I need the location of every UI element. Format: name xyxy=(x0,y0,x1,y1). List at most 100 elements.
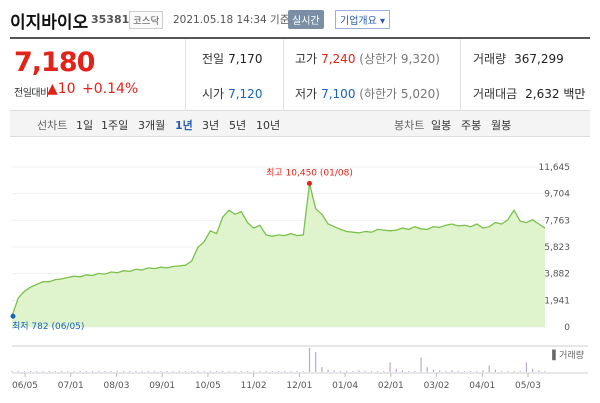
volume-bar xyxy=(432,369,435,372)
volume-bar xyxy=(426,367,428,372)
stock-header: 이지바이오 353810 코스닥 2021.05.18 14:34 기준(장중)… xyxy=(0,0,600,36)
line-chart-label[interactable]: 선차트 xyxy=(37,119,68,132)
tab-10y[interactable]: 10년 xyxy=(256,119,281,132)
volume-bar xyxy=(277,371,280,372)
volume-bar xyxy=(172,371,174,372)
volume-bar xyxy=(315,352,317,372)
max-marker xyxy=(306,180,312,186)
price-chart[interactable]: 11,645 9,704 7,763 5,823 3,882 1,941 0 최고 10,4… xyxy=(10,137,590,403)
tab-daily[interactable]: 일봉 xyxy=(431,119,452,132)
y-tick-label: 3,882 xyxy=(544,270,570,280)
quote-time: 2021.05.18 14:34 기준(장중) xyxy=(173,14,317,26)
y-tick-label: 9,704 xyxy=(544,190,570,200)
open-price: 시가 7,120 xyxy=(202,87,263,101)
divider xyxy=(460,39,461,111)
volume-bar xyxy=(178,371,180,372)
volume-bar xyxy=(370,371,373,372)
tab-3y[interactable]: 3년 xyxy=(202,119,220,132)
price-line xyxy=(11,183,546,317)
volume-bar xyxy=(191,371,193,372)
x-tick-label: 11/02 xyxy=(241,381,267,391)
volume-bar xyxy=(122,371,125,372)
tab-5y[interactable]: 5년 xyxy=(229,119,247,132)
volume-bar xyxy=(408,371,410,372)
price-area xyxy=(12,183,545,327)
volume-bar xyxy=(17,371,19,372)
volume-bar xyxy=(271,371,273,372)
volume-bar xyxy=(513,371,515,372)
volume-bar xyxy=(222,371,224,372)
volume-bar xyxy=(457,371,459,372)
company-overview-button[interactable]: 기업개요 ▾ xyxy=(335,10,390,29)
volume-bar xyxy=(147,371,149,372)
volume-bar xyxy=(308,348,311,372)
change-amount: ▲10 xyxy=(47,81,76,97)
volume-bar xyxy=(265,371,267,372)
volume-bar xyxy=(166,371,168,372)
volume-bar xyxy=(296,371,298,372)
volume-bar xyxy=(73,371,75,372)
volume-bar xyxy=(215,371,218,372)
volume-bar xyxy=(197,371,199,372)
volume-bar xyxy=(29,371,32,372)
volume-bar xyxy=(358,370,360,372)
volume-bar xyxy=(253,371,255,372)
volume-bar xyxy=(377,371,379,372)
min-annotation: 최저 782 (06/05) xyxy=(12,321,84,332)
volume-bar xyxy=(470,371,472,372)
y-tick-label: 0 xyxy=(564,323,570,333)
x-tick-label: 09/01 xyxy=(149,381,175,391)
volume-bar xyxy=(203,371,205,372)
volume-bar xyxy=(321,367,323,372)
volume-bar xyxy=(284,371,286,372)
volume-bar xyxy=(54,371,56,372)
min-marker xyxy=(10,313,16,319)
y-tick-label: 7,763 xyxy=(544,216,570,226)
high-price: 고가 7,240 (상한가 9,320) xyxy=(295,52,440,66)
tab-1y[interactable]: 1년 xyxy=(175,119,193,132)
volume-bar xyxy=(60,371,63,372)
volume-bar xyxy=(209,371,211,372)
volume-bar xyxy=(482,370,484,372)
volume-bar xyxy=(160,371,162,372)
volume-bar xyxy=(420,357,422,372)
volume-bar xyxy=(544,371,546,372)
change-label: 전일대비 xyxy=(14,88,49,99)
volume-bar xyxy=(327,369,329,372)
x-tick-label: 06/05 xyxy=(12,381,38,391)
volume-bar xyxy=(501,371,503,372)
volume-bar xyxy=(333,370,335,372)
tab-weekly[interactable]: 주봉 xyxy=(461,119,482,132)
quote-panel: 7,180 전일대비 ▲10 +0.14% 전일 7,170 시가 7,120 고가… xyxy=(10,37,590,111)
volume-bar xyxy=(525,362,528,372)
volume-label: ▌거래량 xyxy=(551,349,584,361)
prev-close: 전일 7,170 xyxy=(202,52,263,66)
tab-1d[interactable]: 1일 xyxy=(76,119,94,132)
current-price: 7,180 xyxy=(14,47,95,78)
tab-1w[interactable]: 1주일 xyxy=(101,119,129,132)
trade-amount: 거래대금 2,632 백만 xyxy=(473,87,586,101)
price-chart-svg[interactable]: 11,645 9,704 7,763 5,823 3,882 1,941 0 최고 10,4… xyxy=(10,137,590,403)
tab-3m[interactable]: 3개월 xyxy=(138,119,166,132)
volume-bar xyxy=(389,362,391,372)
stock-name: 이지바이오 xyxy=(10,13,89,33)
x-tick-label: 04/01 xyxy=(469,381,495,391)
volume-bar xyxy=(85,371,87,372)
volume-bar xyxy=(23,371,25,372)
x-tick-label: 05/03 xyxy=(515,381,541,391)
realtime-button[interactable]: 실시간 xyxy=(288,10,324,29)
volume-bar xyxy=(116,371,118,372)
tab-monthly[interactable]: 월봉 xyxy=(491,119,512,132)
volume-bar xyxy=(184,371,187,372)
volume-bar xyxy=(494,369,497,372)
candle-chart-label[interactable]: 봉차트 xyxy=(394,119,425,132)
volume-bar xyxy=(414,371,416,372)
volume-bar xyxy=(98,371,100,372)
volume-bar xyxy=(42,371,44,372)
low-price: 저가 7,100 (하한가 5,020) xyxy=(295,87,440,101)
volume-bar xyxy=(290,371,292,372)
x-tick-label: 01/04 xyxy=(332,381,358,391)
x-tick-label: 02/01 xyxy=(378,381,404,391)
volume-bar xyxy=(352,371,354,372)
volume-bar xyxy=(91,371,94,372)
